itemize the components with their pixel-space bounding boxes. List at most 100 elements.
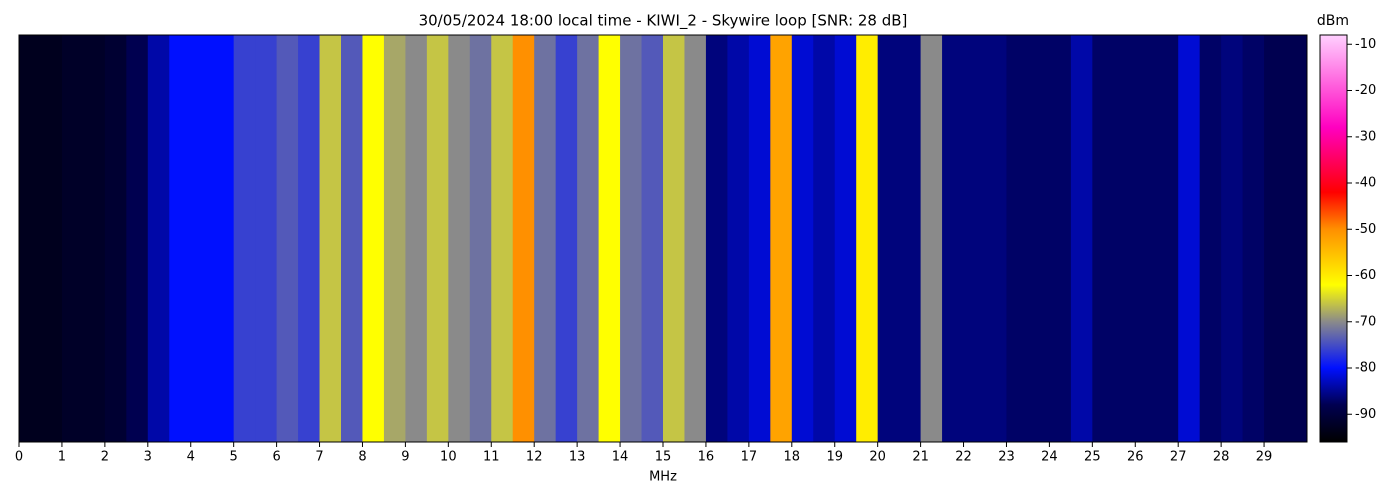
x-tick-label: 13	[569, 450, 586, 465]
spectrum-column	[341, 35, 363, 442]
x-tick-label: 5	[230, 450, 238, 465]
spectrum-column	[383, 35, 406, 442]
x-tick-label: 26	[1127, 450, 1144, 465]
spectrum-column	[1006, 35, 1029, 442]
x-tick-label: 17	[741, 450, 758, 465]
spectrum-column	[641, 35, 664, 442]
spectrum-column	[534, 35, 557, 442]
x-tick-label: 14	[612, 450, 629, 465]
x-tick-label: 10	[440, 450, 457, 465]
spectrum-column	[1113, 35, 1136, 442]
spectrum-column	[684, 35, 707, 442]
spectrum-column	[1156, 35, 1179, 442]
x-tick-label: 24	[1041, 450, 1058, 465]
spectrum-column	[1070, 35, 1093, 442]
spectrum-column	[1199, 35, 1222, 442]
spectrum-column	[104, 35, 127, 442]
x-tick-label: 12	[526, 450, 543, 465]
x-tick-label: 25	[1084, 450, 1101, 465]
spectrum-column	[791, 35, 814, 442]
spectrum-column	[727, 35, 750, 442]
spectrum-column	[255, 35, 278, 442]
spectrum-column	[748, 35, 771, 442]
spectrum-column	[663, 35, 685, 442]
x-tick-label: 0	[15, 450, 23, 465]
spectrum-column	[362, 35, 385, 442]
spectrum-column	[899, 35, 922, 442]
x-tick-label: 15	[655, 450, 672, 465]
spectrum-column	[491, 35, 514, 442]
spectrum-column	[620, 35, 643, 442]
colorbar-tick-label: -70	[1355, 314, 1376, 329]
x-tick-label: 9	[401, 450, 409, 465]
spectrum-column	[877, 35, 900, 442]
spectrum-column	[426, 35, 449, 442]
spectrum-column	[705, 35, 728, 442]
colorbar-tick-label: -50	[1355, 222, 1376, 237]
x-tick-label: 4	[187, 450, 195, 465]
spectrum-column	[512, 35, 535, 442]
x-tick-label: 23	[998, 450, 1015, 465]
spectrum-column	[963, 35, 986, 442]
spectrum-column	[1049, 35, 1072, 442]
colorbar	[1319, 34, 1348, 443]
spectrum-column	[1027, 35, 1050, 442]
spectrum-column	[298, 35, 321, 442]
x-tick-label: 27	[1170, 450, 1187, 465]
x-axis-label: MHz	[649, 470, 677, 485]
spectrum-column	[1264, 35, 1287, 442]
spectrum-column	[1285, 35, 1308, 442]
spectrum-column	[577, 35, 600, 442]
spectrum-column	[40, 35, 63, 442]
spectrum-column	[834, 35, 857, 442]
x-tick-label: 22	[955, 450, 972, 465]
spectrum-column	[770, 35, 793, 442]
colorbar-tick-label: -60	[1355, 268, 1376, 283]
spectrum-column	[319, 35, 342, 442]
colorbar-tick-label: -90	[1355, 407, 1376, 422]
colorbar-tick-label: -10	[1355, 37, 1376, 52]
x-tick-label: 28	[1213, 450, 1230, 465]
x-tick-label: 19	[826, 450, 843, 465]
spectrum-column	[1221, 35, 1244, 442]
spectrum-column	[190, 35, 213, 442]
spectrum-column	[1178, 35, 1201, 442]
x-tick-label: 16	[698, 450, 715, 465]
spectrum-column	[469, 35, 492, 442]
x-tick-label: 7	[315, 450, 323, 465]
spectrum-column	[920, 35, 943, 442]
x-tick-label: 3	[144, 450, 152, 465]
spectrum-column	[1092, 35, 1115, 442]
colorbar-tick-label: -30	[1355, 129, 1376, 144]
spectrum-column	[169, 35, 192, 442]
colorbar-label: dBm	[1317, 13, 1349, 29]
x-tick-label: 1	[58, 450, 66, 465]
colorbar-tick-label: -40	[1355, 176, 1376, 191]
spectrum-column	[276, 35, 299, 442]
spectrum-column	[598, 35, 621, 442]
x-tick-label: 18	[784, 450, 801, 465]
colorbar-tick-label: -20	[1355, 83, 1376, 98]
spectrum-column	[83, 35, 106, 442]
x-tick-label: 8	[358, 450, 366, 465]
spectrum-column	[856, 35, 879, 442]
spectrum-column	[405, 35, 428, 442]
spectrum-column	[1242, 35, 1265, 442]
spectrum-column	[985, 35, 1007, 442]
x-tick-label: 11	[483, 450, 500, 465]
spectrum-column	[1135, 35, 1158, 442]
spectrum-column	[147, 35, 170, 442]
spectrum-column	[126, 35, 149, 442]
spectrum-column	[448, 35, 471, 442]
spectrum-column	[555, 35, 578, 442]
spectrum-column	[212, 35, 235, 442]
spectrum-column	[813, 35, 836, 442]
x-tick-label: 6	[272, 450, 280, 465]
spectrum-column	[233, 35, 256, 442]
colorbar-tick-label: -80	[1355, 361, 1376, 376]
x-tick-label: 29	[1256, 450, 1273, 465]
x-tick-label: 2	[101, 450, 109, 465]
chart-title: 30/05/2024 18:00 local time - KIWI_2 - S…	[419, 12, 908, 31]
x-tick-label: 21	[912, 450, 929, 465]
